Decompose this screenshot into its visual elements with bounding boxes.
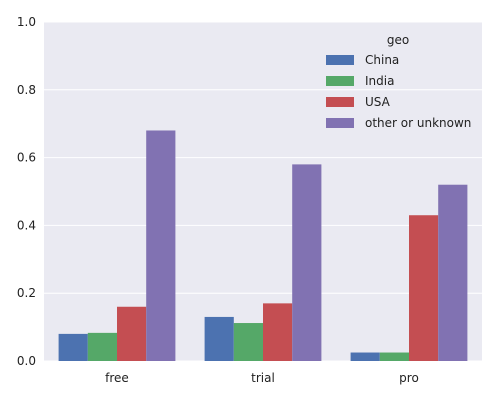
x-axis: free trial pro <box>105 371 419 385</box>
bar-free-USA <box>117 306 147 361</box>
x-tick-label: free <box>105 371 129 385</box>
legend-swatch <box>326 118 354 128</box>
bar-free-China <box>58 333 88 361</box>
bar-free-India <box>87 332 117 361</box>
legend-label: other or unknown <box>365 116 471 130</box>
x-tick-label: pro <box>399 371 419 385</box>
legend-swatch <box>326 55 354 65</box>
legend-label: India <box>365 74 394 88</box>
bar-trial-other-or-unknown <box>292 164 322 361</box>
bar-trial-USA <box>263 303 293 361</box>
x-tick-label: trial <box>251 371 275 385</box>
y-tick-label: 1.0 <box>17 15 36 29</box>
bar-pro-USA <box>409 215 439 361</box>
y-tick-label: 0.0 <box>17 354 36 368</box>
y-axis: 0.0 0.2 0.4 0.6 0.8 1.0 <box>17 15 36 368</box>
legend-label: USA <box>365 95 391 109</box>
bar-pro-India <box>379 352 409 361</box>
bar-pro-other-or-unknown <box>438 184 468 361</box>
bar-pro-China <box>350 352 380 361</box>
bar-free-other-or-unknown <box>146 130 176 361</box>
bar-trial-India <box>233 323 263 361</box>
y-tick-label: 0.8 <box>17 83 36 97</box>
legend-swatch <box>326 76 354 86</box>
y-tick-label: 0.2 <box>17 286 36 300</box>
bar-trial-China <box>204 316 234 361</box>
bars <box>58 130 468 361</box>
legend-title: geo <box>387 33 409 47</box>
legend-label: China <box>365 53 399 67</box>
y-tick-label: 0.4 <box>17 218 36 232</box>
y-tick-label: 0.6 <box>17 151 36 165</box>
legend-swatch <box>326 97 354 107</box>
legend: geo China India USA other or unknown <box>326 33 471 130</box>
